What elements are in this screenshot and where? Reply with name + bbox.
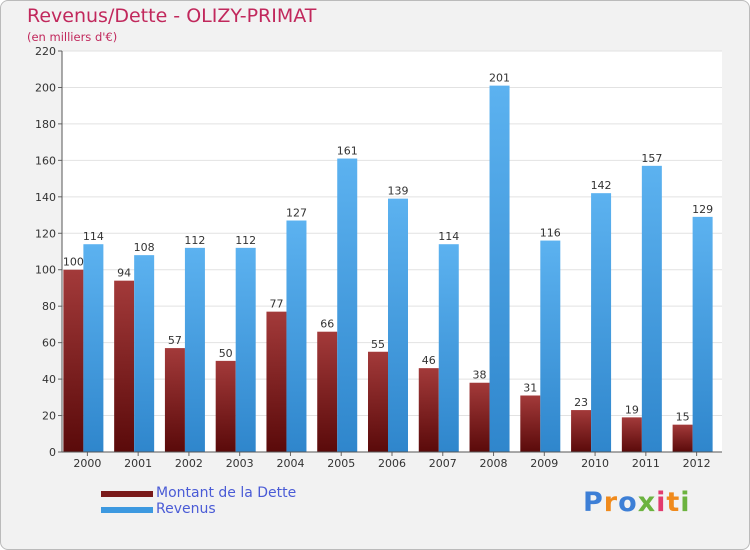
value-label-revenus: 114 [438,230,459,243]
value-label-dette: 23 [574,396,588,409]
x-tick-label: 2011 [632,457,660,470]
chart-title: Revenus/Dette - OLIZY-PRIMAT [27,5,317,27]
value-label-dette: 19 [625,403,639,416]
x-tick-label: 2012 [683,457,711,470]
bar-dette [114,280,135,452]
bar-revenus [438,244,459,452]
value-label-revenus: 142 [591,179,612,192]
bar-dette [418,368,439,452]
logo-letter: i [656,487,667,518]
bar-dette [469,382,490,452]
x-tick-label: 2004 [276,457,304,470]
bar-revenus [286,220,307,452]
x-tick-label: 2002 [175,457,203,470]
value-label-dette: 66 [320,318,334,331]
legend-swatch-revenus [101,507,153,513]
y-tick-label: 100 [35,264,56,277]
x-tick-label: 2000 [73,457,101,470]
y-tick-label: 220 [35,45,56,58]
value-label-dette: 77 [269,298,283,311]
x-tick-label: 2007 [429,457,457,470]
bar-revenus [641,165,662,452]
bar-revenus [489,85,510,452]
bar-dette [571,410,592,452]
bar-dette [266,311,287,452]
value-label-dette: 94 [117,267,131,280]
y-tick-label: 200 [35,81,56,94]
value-label-revenus: 127 [286,207,307,220]
value-label-dette: 15 [676,411,690,424]
bar-revenus [83,244,104,452]
value-label-revenus: 157 [641,152,662,165]
value-label-revenus: 112 [235,234,256,247]
logo-letter: P [583,487,604,518]
value-label-dette: 38 [473,369,487,382]
logo-letter: t [666,487,681,518]
value-label-dette: 55 [371,338,385,351]
y-tick-label: 160 [35,154,56,167]
y-tick-label: 40 [42,373,56,386]
bar-revenus [184,247,205,452]
y-tick-label: 60 [42,337,56,350]
bar-dette [621,417,642,452]
logo-letter: r [603,487,619,518]
value-label-dette: 100 [63,256,84,269]
x-tick-label: 2005 [327,457,355,470]
legend-swatch-dette [101,491,153,497]
y-tick-label: 120 [35,227,56,240]
y-tick-label: 140 [35,191,56,204]
bar-revenus [540,240,561,452]
bar-dette [672,424,693,452]
value-label-dette: 50 [219,347,233,360]
x-tick-label: 2003 [226,457,254,470]
bar-revenus [591,193,612,452]
bar-revenus [235,247,256,452]
bar-dette [164,348,185,452]
y-tick-label: 20 [42,410,56,423]
value-label-revenus: 112 [184,234,205,247]
value-label-dette: 31 [523,381,537,394]
x-tick-label: 2008 [480,457,508,470]
y-tick-label: 0 [49,446,56,459]
chart-subtitle: (en milliers d'€) [27,30,118,44]
value-label-revenus: 129 [692,203,713,216]
logo-letter: o [618,487,638,518]
legend-label-dette: Montant de la Dette [156,485,297,501]
value-label-revenus: 161 [337,145,358,158]
y-tick-label: 80 [42,300,56,313]
y-tick-label: 180 [35,118,56,131]
bar-revenus [337,158,358,453]
logo-letter: i [680,487,691,518]
value-label-revenus: 139 [388,185,409,198]
value-label-revenus: 201 [489,72,510,85]
bar-dette [317,331,338,452]
bar-dette [63,269,84,452]
x-tick-label: 2009 [530,457,558,470]
bar-revenus [388,198,408,452]
x-tick-label: 2006 [378,457,406,470]
value-label-revenus: 116 [540,227,561,240]
x-tick-label: 2001 [124,457,152,470]
bar-dette [520,395,541,452]
value-label-dette: 46 [422,354,436,367]
value-label-revenus: 114 [83,230,104,243]
bar-dette [215,360,236,452]
value-label-revenus: 108 [134,241,155,254]
bar-revenus [692,216,713,452]
proxiti-logo: Proxiti [583,487,691,518]
bar-dette [368,351,388,452]
value-label-dette: 57 [168,334,182,347]
legend-label-revenus: Revenus [156,501,216,517]
x-tick-label: 2010 [581,457,609,470]
bar-revenus [134,255,155,452]
logo-letter: x [637,487,657,518]
